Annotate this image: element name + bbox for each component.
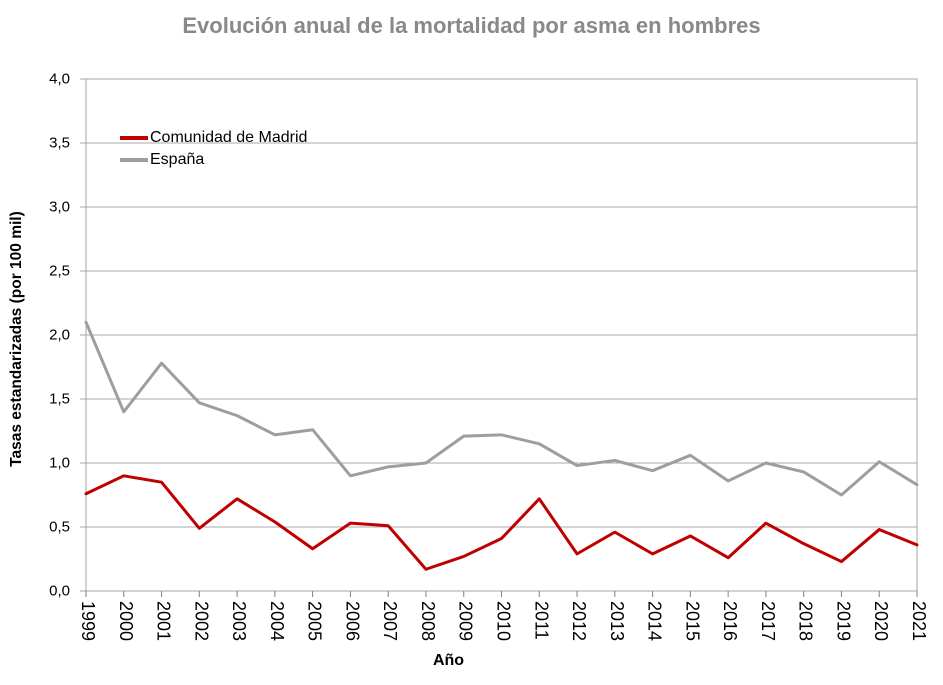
- svg-text:2002: 2002: [191, 601, 211, 641]
- svg-text:0,0: 0,0: [49, 583, 70, 600]
- svg-text:2015: 2015: [682, 601, 702, 641]
- svg-text:2017: 2017: [758, 601, 778, 641]
- svg-text:2016: 2016: [720, 601, 740, 641]
- svg-text:2003: 2003: [229, 601, 249, 641]
- svg-text:2010: 2010: [494, 601, 514, 641]
- svg-text:4,0: 4,0: [49, 71, 70, 88]
- svg-text:2004: 2004: [267, 601, 287, 641]
- svg-text:3,5: 3,5: [49, 135, 70, 152]
- svg-text:2006: 2006: [342, 601, 362, 641]
- svg-text:2012: 2012: [569, 601, 589, 641]
- svg-text:2,5: 2,5: [49, 263, 70, 280]
- svg-text:2019: 2019: [833, 601, 853, 641]
- svg-text:3,0: 3,0: [49, 199, 70, 216]
- svg-text:2018: 2018: [796, 601, 816, 641]
- svg-text:2021: 2021: [909, 601, 929, 641]
- svg-text:1999: 1999: [78, 601, 98, 641]
- svg-text:2008: 2008: [418, 601, 438, 641]
- svg-text:2000: 2000: [116, 601, 136, 641]
- svg-text:1,5: 1,5: [49, 391, 70, 408]
- svg-text:2013: 2013: [607, 601, 627, 641]
- svg-text:2020: 2020: [871, 601, 891, 641]
- svg-text:2005: 2005: [305, 601, 325, 641]
- svg-text:1,0: 1,0: [49, 455, 70, 472]
- svg-text:0,5: 0,5: [49, 519, 70, 536]
- svg-text:2014: 2014: [645, 601, 665, 641]
- svg-text:2,0: 2,0: [49, 327, 70, 344]
- svg-text:2001: 2001: [154, 601, 174, 641]
- svg-text:2007: 2007: [380, 601, 400, 641]
- svg-text:2009: 2009: [456, 601, 476, 641]
- svg-text:2011: 2011: [531, 601, 551, 640]
